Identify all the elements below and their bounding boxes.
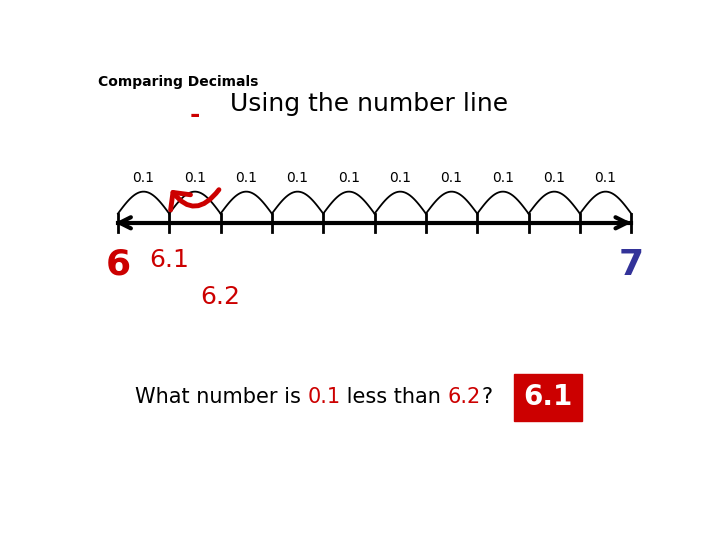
Text: 0.1: 0.1 [390,171,411,185]
Text: 6.2: 6.2 [448,387,481,408]
Text: 0.1: 0.1 [307,387,341,408]
Text: 0.1: 0.1 [441,171,462,185]
Text: What number is: What number is [135,387,307,408]
Text: 0.1: 0.1 [287,171,309,185]
Text: 0.1: 0.1 [184,171,206,185]
Text: 0.1: 0.1 [235,171,257,185]
Text: 0.1: 0.1 [544,171,565,185]
Text: 0.1: 0.1 [492,171,514,185]
Text: -: - [189,103,200,127]
Text: 0.1: 0.1 [338,171,360,185]
FancyArrowPatch shape [171,190,219,210]
Text: 6.1: 6.1 [523,383,572,411]
Text: 6: 6 [105,248,130,282]
Text: 0.1: 0.1 [132,171,155,185]
Text: 6.1: 6.1 [149,248,189,272]
Text: Comparing Decimals: Comparing Decimals [99,75,258,89]
Text: 0.1: 0.1 [595,171,616,185]
Text: 7: 7 [618,248,644,282]
Text: ?: ? [481,387,492,408]
Text: less than: less than [341,387,448,408]
Text: Using the number line: Using the number line [230,92,508,116]
Text: 6.2: 6.2 [201,285,240,309]
